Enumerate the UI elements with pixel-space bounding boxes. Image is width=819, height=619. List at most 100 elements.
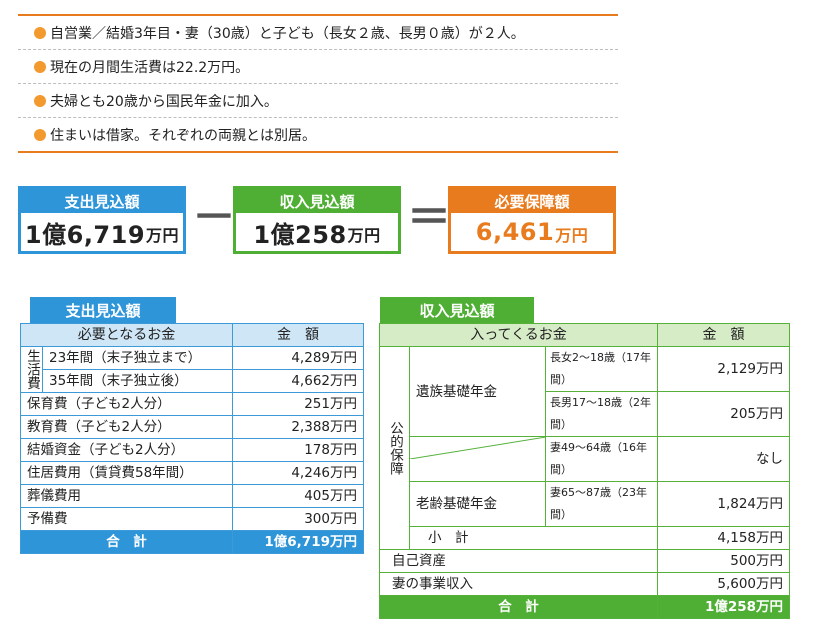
table-row: 小 計 4,158万円 [380, 526, 791, 550]
required-summary-number: 6,461 [475, 218, 555, 246]
profile-text: 夫婦とも20歳から国民年金に加入。 [50, 93, 278, 110]
row-label: 予備費 [20, 507, 233, 531]
row-label: 自己資産 [378, 549, 659, 573]
expense-col-amount: 金 額 [232, 323, 364, 347]
period-label: 妻65～87歳（23年間） [544, 481, 659, 527]
profile-text: 現在の月間生活費は22.2万円。 [50, 59, 250, 76]
expense-table: 必要となるお金 金 額 生活費 23年間（末子独立まで） 4,289万円 35年… [20, 323, 364, 554]
bullet-dot-icon [34, 128, 46, 141]
table-row: 自己資産 500万円 [378, 549, 791, 573]
family-profile-list: 自営業／結婚3年目・妻（30歳）と子ども（長女２歳、長男０歳）が２人。 現在の月… [18, 14, 618, 153]
row-amount: 500万円 [657, 549, 791, 573]
diagonal-line [410, 437, 546, 459]
top-rule [18, 14, 618, 16]
table-row: 妻49～64歳（16年間） なし [380, 436, 791, 482]
income-tab: 収入見込額 [380, 297, 534, 323]
row-label: 保育費（子ども2人分） [20, 392, 233, 416]
table-row: 教育費（子ども2人分） 2,388万円 [20, 415, 364, 439]
row-amount: 178万円 [232, 438, 364, 462]
row-amount: 205万円 [657, 391, 791, 437]
required-summary-title: 必要保障額 [451, 189, 613, 213]
row-label: 23年間（末子独立まで） [42, 346, 233, 370]
table-row: 妻の事業収入 5,600万円 [378, 572, 791, 596]
row-amount: 4,289万円 [232, 346, 364, 370]
expense-summary-number: 1億6,719 [24, 220, 146, 249]
survivor-pension-label: 遺族基礎年金 [409, 346, 546, 437]
table-row: 住居費用（賃貸費58年間） 4,246万円 [20, 461, 364, 485]
row-amount: 251万円 [232, 392, 364, 416]
subtotal-label: 小 計 [408, 526, 659, 550]
expense-col-item: 必要となるお金 [20, 323, 233, 347]
equals-sign: ＝ [407, 192, 451, 243]
income-table-wrap: 入ってくるお金 金 額 公的保障 遺族基礎年金 長女2～18歳（17年間） 2,… [378, 323, 791, 619]
expense-header-row: 必要となるお金 金 額 [20, 323, 364, 347]
income-total-row: 合 計 1億258万円 [378, 595, 791, 619]
row-amount: 4,246万円 [232, 461, 364, 485]
expense-total-label: 合 計 [20, 530, 233, 554]
required-summary-unit: 万円 [555, 226, 589, 245]
subtotal-amount: 4,158万円 [657, 526, 791, 550]
table-row: 公的保障 遺族基礎年金 長女2～18歳（17年間） 2,129万円 [379, 346, 791, 550]
income-total-label: 合 計 [378, 595, 659, 619]
expense-summary-title: 支出見込額 [21, 189, 183, 213]
expense-total-row: 合 計 1億6,719万円 [20, 530, 364, 554]
table-row: 結婚資金（子ども2人分） 178万円 [20, 438, 364, 462]
income-header-row: 入ってくるお金 金 額 [378, 323, 791, 347]
required-summary-value: 6,461 万円 [451, 213, 613, 251]
row-label: 葬儀費用 [20, 484, 233, 508]
old-age-pension-label: 老齢基礎年金 [409, 481, 546, 527]
income-summary-box: 収入見込額 1億258 万円 [233, 186, 401, 254]
expense-tab: 支出見込額 [30, 297, 176, 323]
required-summary-box: 必要保障額 6,461 万円 [448, 186, 616, 254]
bullet-dot-icon [34, 94, 46, 107]
table-row: 保育費（子ども2人分） 251万円 [20, 392, 364, 416]
income-total-amount: 1億258万円 [657, 595, 791, 619]
bullet-dot-icon [34, 26, 46, 39]
expense-summary-value: 1億6,719 万円 [21, 213, 183, 251]
income-summary-title: 収入見込額 [236, 189, 398, 213]
income-col-item: 入ってくるお金 [378, 323, 659, 347]
row-label: 結婚資金（子ども2人分） [20, 438, 233, 462]
income-table: 入ってくるお金 金 額 公的保障 遺族基礎年金 長女2～18歳（17年間） 2,… [378, 323, 791, 619]
period-label: 長男17～18歳（2年間） [544, 391, 659, 437]
row-amount: 300万円 [232, 507, 364, 531]
diagonal-cell [409, 436, 546, 482]
table-row: 予備費 300万円 [20, 507, 364, 531]
minus-sign: － [192, 192, 236, 243]
expense-summary-unit: 万円 [146, 226, 180, 245]
table-row: 35年間（末子独立後） 4,662万円 [21, 369, 364, 393]
income-summary-unit: 万円 [347, 226, 381, 245]
table-row: 老齢基礎年金 妻65～87歳（23年間） 1,824万円 [380, 481, 791, 527]
row-amount: 1,824万円 [657, 481, 791, 527]
income-col-amount: 金 額 [657, 323, 791, 347]
row-label: 妻の事業収入 [378, 572, 659, 596]
public-benefit-label: 公的保障 [379, 346, 410, 550]
bullet-dot-icon [34, 60, 46, 73]
profile-item: 住まいは借家。それぞれの両親とは別居。 [18, 118, 618, 153]
income-summary-value: 1億258 万円 [236, 213, 398, 251]
expense-summary-box: 支出見込額 1億6,719 万円 [18, 186, 186, 254]
row-amount: 5,600万円 [657, 572, 791, 596]
row-amount: 2,129万円 [657, 346, 791, 392]
period-label: 長女2～18歳（17年間） [544, 346, 659, 392]
row-label: 住居費用（賃貸費58年間） [20, 461, 233, 485]
expense-table-wrap: 必要となるお金 金 額 生活費 23年間（末子独立まで） 4,289万円 35年… [20, 323, 364, 554]
row-label: 35年間（末子独立後） [42, 369, 233, 393]
period-label: 妻49～64歳（16年間） [544, 436, 659, 482]
row-amount: 2,388万円 [232, 415, 364, 439]
expense-total-amount: 1億6,719万円 [232, 530, 364, 554]
profile-item: 現在の月間生活費は22.2万円。 [18, 50, 618, 84]
table-row: 長男17～18歳（2年間） 205万円 [380, 391, 791, 437]
profile-text: 自営業／結婚3年目・妻（30歳）と子ども（長女２歳、長男０歳）が２人。 [50, 25, 525, 42]
row-amount: 405万円 [232, 484, 364, 508]
profile-item: 自営業／結婚3年目・妻（30歳）と子ども（長女２歳、長男０歳）が２人。 [18, 16, 618, 50]
table-row: 生活費 23年間（末子独立まで） 4,289万円 [20, 346, 364, 393]
living-cost-label: 生活費 [20, 346, 43, 393]
profile-item: 夫婦とも20歳から国民年金に加入。 [18, 84, 618, 118]
row-amount: なし [657, 436, 791, 482]
income-summary-number: 1億258 [253, 220, 347, 249]
row-amount: 4,662万円 [232, 369, 364, 393]
row-label: 教育費（子ども2人分） [20, 415, 233, 439]
profile-text: 住まいは借家。それぞれの両親とは別居。 [50, 127, 316, 144]
table-row: 葬儀費用 405万円 [20, 484, 364, 508]
